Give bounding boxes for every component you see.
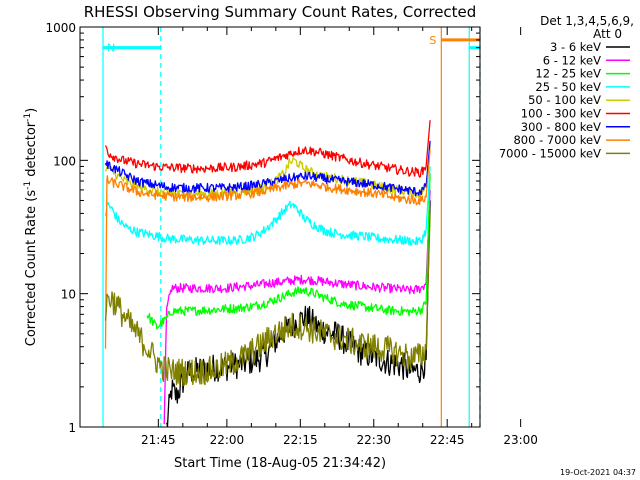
series-line-7: [104, 149, 431, 349]
legend-label-3: 25 - 50 keV: [535, 80, 601, 94]
legend-header-line-1: Det 1,3,4,5,6,9,: [540, 14, 634, 28]
x-tick-label-0: 21:45: [141, 433, 176, 447]
state-label-N: N: [107, 42, 115, 55]
legend-label-0: 3 - 6 keV: [550, 40, 601, 54]
y-tick-label-2: 100: [53, 154, 76, 168]
series-line-2: [146, 173, 431, 330]
legend-label-4: 50 - 100 keV: [528, 93, 601, 107]
x-tick-label-5: 23:00: [503, 433, 538, 447]
axes: 1 10 100 1000 21:45 22:00 22:15 22:30 22:45 23:00: [45, 21, 537, 447]
x-tick-label-2: 22:15: [283, 433, 318, 447]
x-tick-label-3: 22:30: [356, 433, 391, 447]
legend-label-1: 6 - 12 keV: [543, 53, 601, 67]
x-axis-label: Start Time (18-Aug-05 21:34:42): [174, 456, 386, 471]
legend-label-2: 12 - 25 keV: [535, 67, 601, 81]
legend-header-line-2: Att 0: [593, 27, 622, 41]
x-tick-label-1: 22:00: [210, 433, 245, 447]
legend-label-7: 800 - 7000 keV: [513, 133, 601, 147]
legend-label-8: 7000 - 15000 keV: [499, 146, 601, 160]
y-tick-label-3: 1000: [45, 21, 76, 35]
y-tick-label-0: 1: [68, 421, 76, 435]
series-line-8: [104, 213, 431, 387]
series-lines: [104, 120, 431, 427]
timestamp: 19-Oct-2021 04:37: [560, 468, 636, 477]
series-line-1: [163, 189, 431, 425]
y-tick-label-1: 10: [61, 288, 76, 302]
legend-label-5: 100 - 300 keV: [521, 107, 601, 121]
legend-label-6: 300 - 800 keV: [521, 120, 601, 134]
chart-title: RHESSI Observing Summary Count Rates, Co…: [84, 3, 477, 21]
x-tick-label-4: 22:45: [430, 433, 465, 447]
series-line-6: [104, 140, 431, 197]
series-line-3: [104, 166, 431, 246]
series-line-5: [104, 120, 431, 178]
y-axis-label: Corrected Count Rate (s-1 detector-1): [23, 108, 39, 346]
plot-frame: [79, 26, 481, 428]
state-label-S: S: [429, 34, 436, 47]
